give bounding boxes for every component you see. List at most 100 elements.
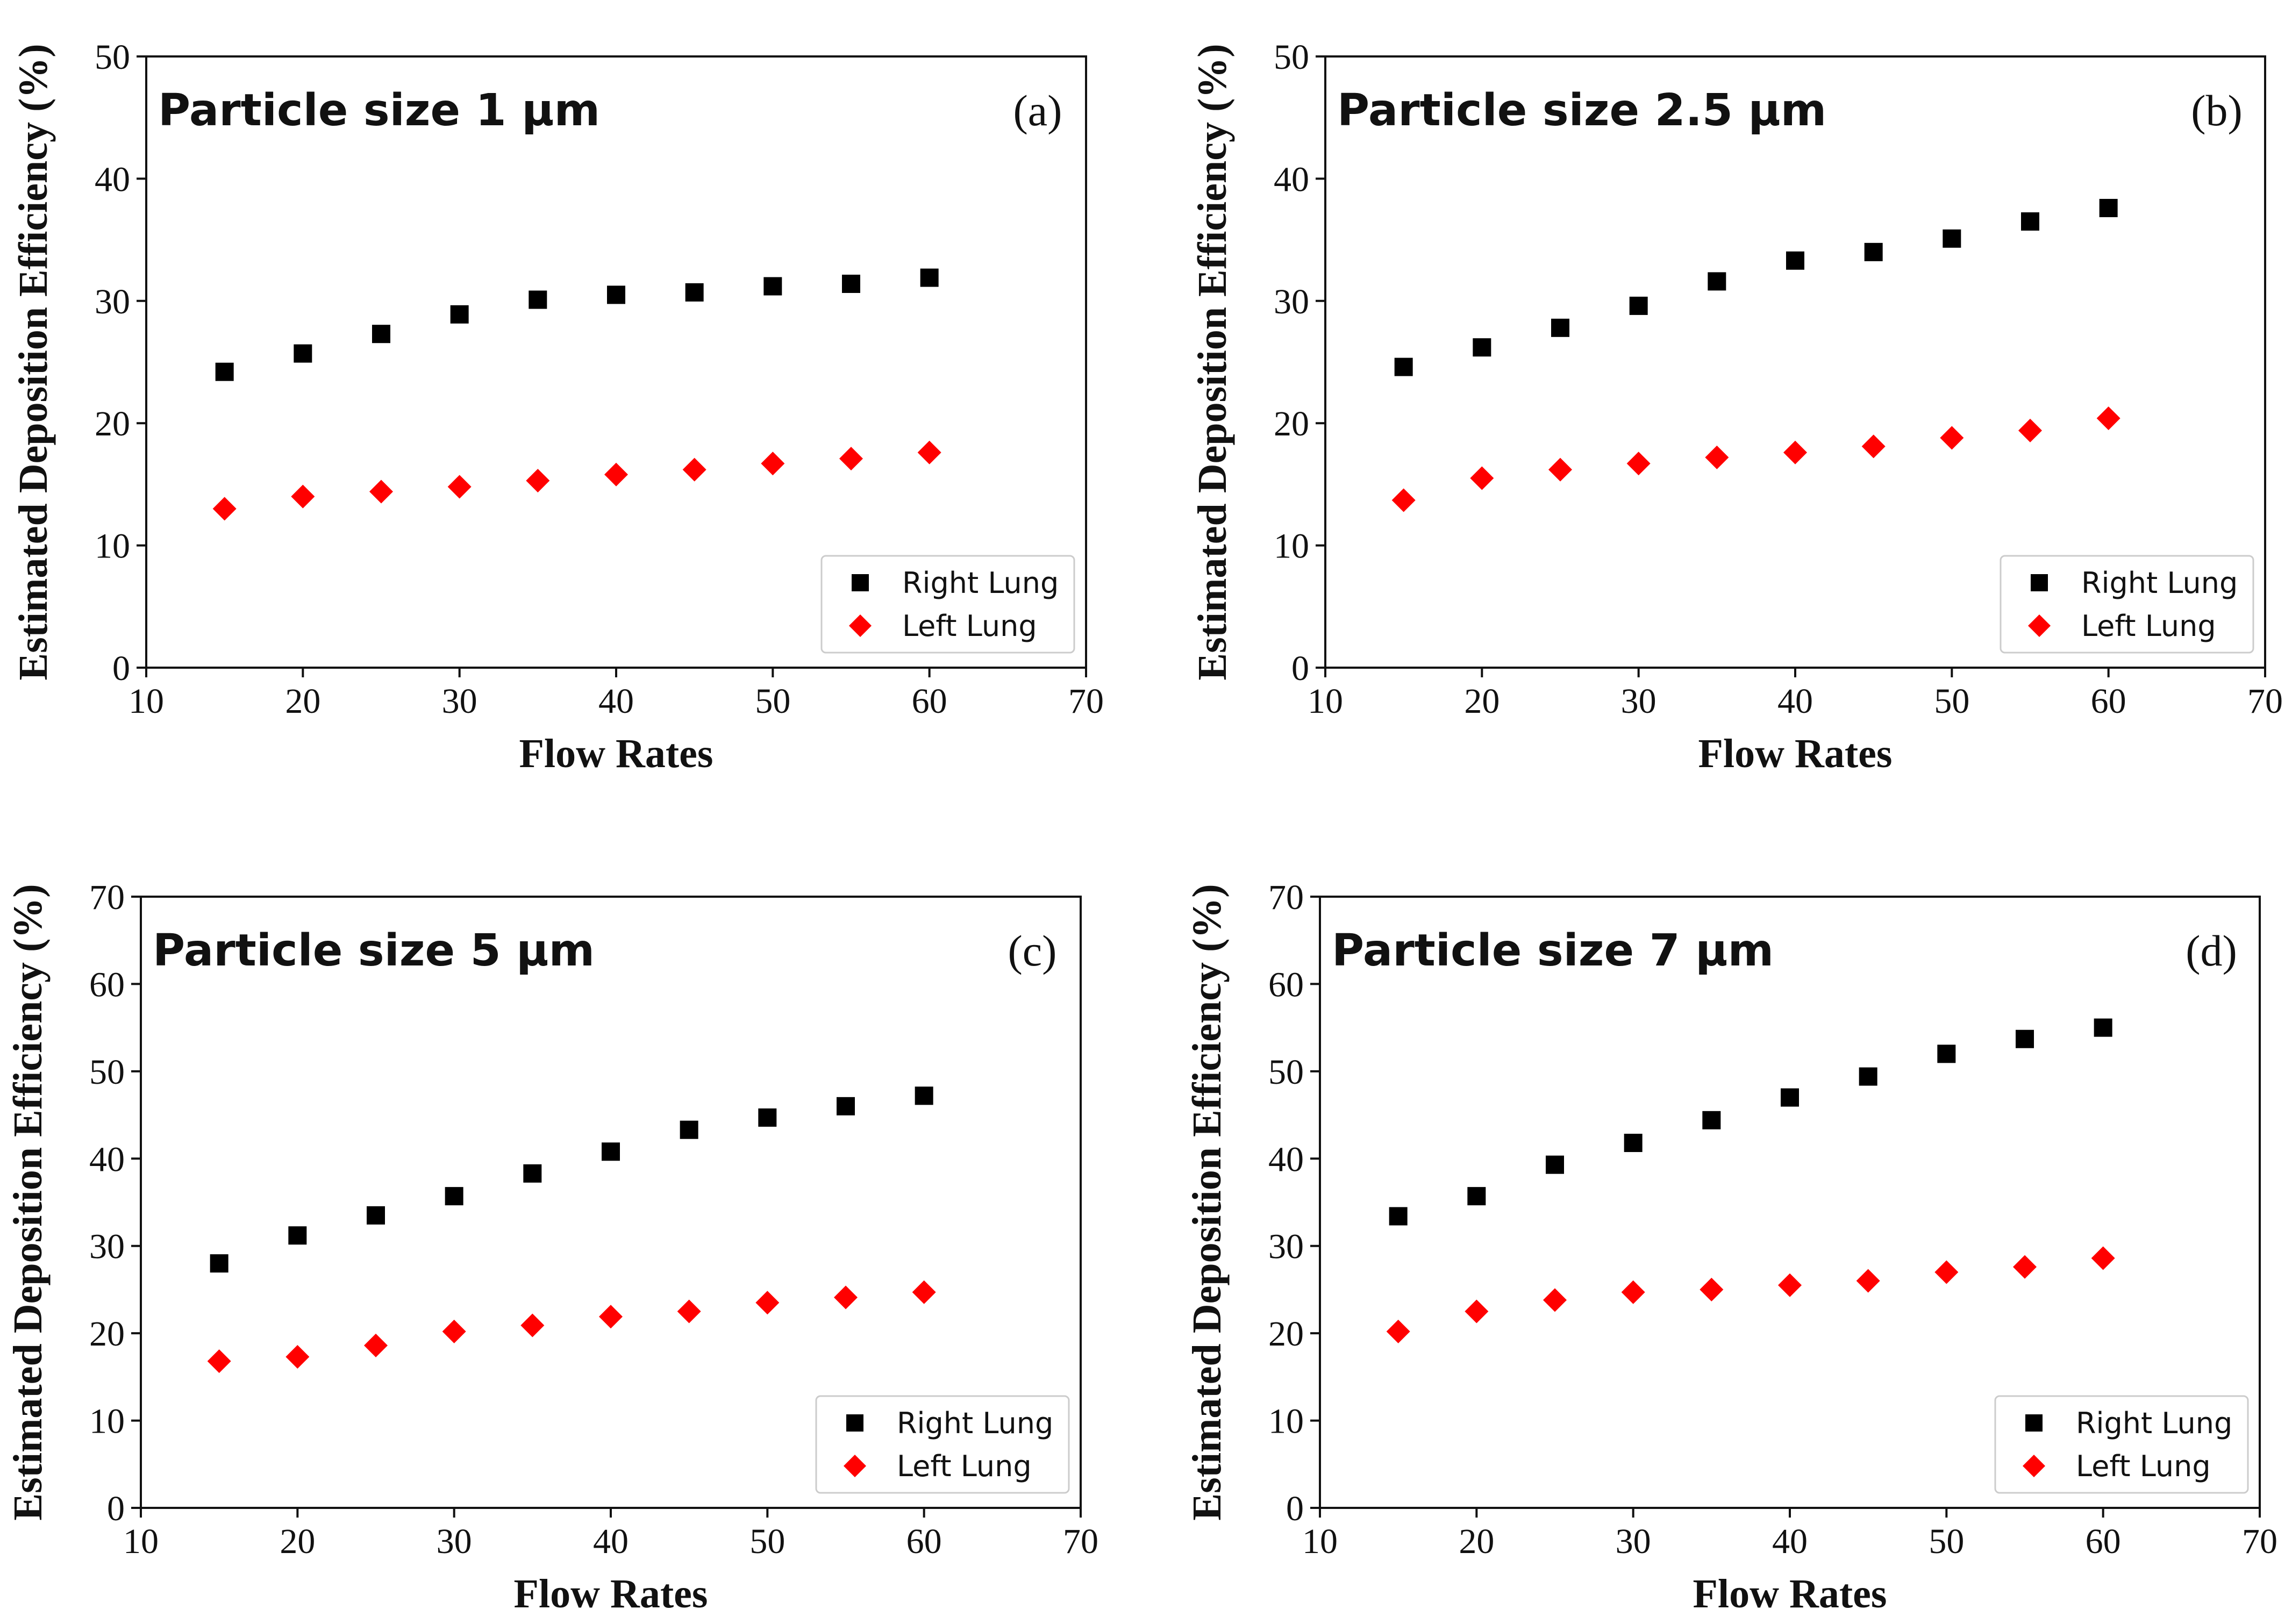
x-tick-label: 60 — [2086, 1522, 2121, 1561]
data-point-right-lung — [2016, 1029, 2034, 1048]
legend-label-right-lung: Right Lung — [2076, 1406, 2232, 1440]
data-point-right-lung — [529, 290, 547, 309]
x-tick-label: 40 — [1777, 682, 1813, 721]
data-point-left-lung — [604, 462, 628, 487]
legend-box — [815, 1395, 1070, 1494]
x-tick-label: 50 — [1934, 682, 1969, 721]
data-point-left-lung — [599, 1305, 623, 1329]
legend-label-left-lung: Left Lung — [897, 1449, 1032, 1483]
y-axis-label: Estimated Deposition Efficiency (%) — [1190, 44, 1235, 680]
legend-marker-left-lung — [844, 1455, 866, 1477]
panel-title: Particle size 7 μm — [1332, 925, 1774, 976]
data-point-right-lung — [842, 274, 860, 293]
y-tick-label: 10 — [95, 527, 130, 566]
x-tick-label: 60 — [912, 682, 947, 721]
x-tick-label: 70 — [2242, 1522, 2277, 1561]
x-tick-label: 70 — [1068, 682, 1104, 721]
data-point-left-lung — [761, 452, 785, 476]
y-tick-label: 40 — [1268, 1140, 1304, 1179]
data-point-left-lung — [917, 440, 941, 464]
legend-marker-right-lung — [2031, 574, 2048, 591]
x-tick-label: 30 — [1621, 682, 1656, 721]
x-tick-label: 30 — [1616, 1522, 1651, 1561]
data-point-left-lung — [1626, 452, 1651, 476]
y-tick-label: 10 — [1274, 527, 1309, 566]
y-axis-label: Estimated Deposition Efficiency (%) — [11, 44, 56, 680]
y-tick-label: 50 — [89, 1053, 125, 1092]
y-tick-label: 40 — [95, 160, 130, 199]
y-tick-label: 0 — [112, 649, 130, 688]
data-point-right-lung — [288, 1226, 307, 1245]
y-tick-label: 20 — [95, 404, 130, 443]
x-tick-label: 50 — [1929, 1522, 1964, 1561]
panel-letter: (d) — [2186, 926, 2237, 975]
panel-title: Particle size 2.5 μm — [1337, 85, 1826, 136]
y-tick-label: 70 — [1268, 878, 1304, 917]
data-point-left-lung — [1861, 434, 1886, 459]
x-tick-label: 40 — [1772, 1522, 1808, 1561]
data-point-right-lung — [920, 268, 939, 287]
data-point-left-lung — [1548, 457, 1572, 482]
x-tick-label: 10 — [128, 682, 164, 721]
y-tick-label: 60 — [1268, 965, 1304, 1004]
legend-marker-right-lung — [852, 574, 869, 591]
data-point-right-lung — [1702, 1111, 1721, 1129]
legend-box — [820, 555, 1075, 654]
legend-label-right-lung: Right Lung — [2081, 566, 2238, 600]
x-tick-label: 20 — [1459, 1522, 1494, 1561]
data-point-right-lung — [215, 362, 234, 381]
data-point-left-lung — [2096, 406, 2120, 431]
x-tick-label: 50 — [749, 1522, 785, 1561]
data-point-left-lung — [677, 1299, 701, 1323]
y-tick-label: 10 — [1268, 1402, 1304, 1441]
data-point-left-lung — [755, 1291, 780, 1315]
x-tick-label: 30 — [442, 682, 477, 721]
data-point-left-lung — [1470, 466, 1494, 490]
panel-title: Particle size 1 μm — [158, 85, 600, 136]
data-point-right-lung — [1546, 1155, 1564, 1174]
data-point-left-lung — [834, 1285, 858, 1310]
y-tick-label: 0 — [107, 1489, 125, 1528]
y-tick-label: 70 — [89, 878, 125, 917]
data-point-right-lung — [837, 1097, 855, 1115]
data-point-left-lung — [1391, 488, 1416, 512]
data-point-left-lung — [291, 484, 315, 509]
data-point-left-lung — [447, 475, 472, 499]
x-axis-label: Flow Rates — [514, 1571, 708, 1616]
data-point-left-lung — [1934, 1260, 1959, 1284]
x-tick-label: 20 — [1464, 682, 1500, 721]
legend-label-left-lung: Left Lung — [2076, 1449, 2211, 1483]
data-point-left-lung — [442, 1319, 466, 1343]
x-tick-label: 10 — [1308, 682, 1343, 721]
data-point-right-lung — [607, 285, 625, 304]
data-point-left-lung — [526, 469, 550, 493]
y-tick-label: 10 — [89, 1402, 125, 1441]
data-point-left-lung — [1386, 1319, 1410, 1343]
data-point-right-lung — [1394, 357, 1413, 376]
data-point-left-lung — [1856, 1269, 1880, 1293]
legend-box — [2000, 555, 2254, 654]
data-point-left-lung — [364, 1333, 388, 1357]
data-point-right-lung — [915, 1086, 933, 1105]
data-point-left-lung — [1940, 426, 1964, 450]
y-tick-label: 20 — [89, 1314, 125, 1354]
data-point-right-lung — [1708, 272, 1726, 291]
x-tick-label: 40 — [598, 682, 634, 721]
data-point-right-lung — [1551, 318, 1569, 337]
x-tick-label: 60 — [906, 1522, 942, 1561]
legend-box — [1994, 1395, 2249, 1494]
legend-marker-left-lung — [2028, 614, 2051, 637]
data-point-right-lung — [1937, 1044, 1956, 1063]
x-axis-label: Flow Rates — [1698, 731, 1893, 776]
legend-label-right-lung: Right Lung — [897, 1406, 1053, 1440]
panel-letter: (a) — [1013, 86, 1062, 135]
data-point-right-lung — [680, 1120, 698, 1139]
x-tick-label: 60 — [2091, 682, 2126, 721]
data-point-right-lung — [367, 1206, 385, 1225]
data-point-left-lung — [682, 457, 706, 482]
data-point-right-lung — [450, 305, 469, 324]
